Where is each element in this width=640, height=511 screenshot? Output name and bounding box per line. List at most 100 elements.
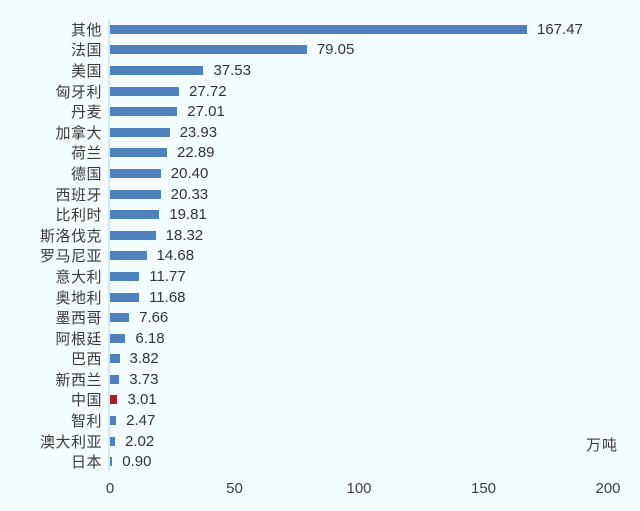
x-tick-label: 150 <box>470 480 497 497</box>
bar-area: 20.33 <box>108 183 640 205</box>
bar-row: 西班牙 20.33 <box>0 183 640 205</box>
bar <box>110 24 527 34</box>
bar-row: 匈牙利 27.72 <box>0 80 640 102</box>
bar-row: 意大利 11.77 <box>0 266 640 287</box>
category-label: 美国 <box>70 62 102 80</box>
bar-area: 167.47 <box>108 19 640 40</box>
bar-area: 23.93 <box>108 121 640 143</box>
bar-row: 澳大利亚 2.02 <box>0 430 640 452</box>
bar <box>110 292 140 302</box>
axis-unit-label: 万吨 <box>585 437 618 454</box>
bar-area: 37.53 <box>108 60 640 81</box>
x-tick-label: 50 <box>226 480 243 497</box>
bar-row: 新西兰 3.73 <box>0 369 640 390</box>
value-label: 20.40 <box>170 164 209 182</box>
bar-row: 智利 2.47 <box>0 410 640 431</box>
bar-area: 2.47 <box>108 410 640 431</box>
bar <box>110 333 126 343</box>
bar-row: 罗马尼亚 14.68 <box>0 245 640 267</box>
bar <box>110 107 178 117</box>
category-label: 阿根廷 <box>55 330 102 348</box>
value-label: 37.53 <box>213 61 251 79</box>
value-label: 167.47 <box>537 20 583 38</box>
bar-area: 19.81 <box>108 204 640 225</box>
value-label: 11.77 <box>149 267 186 285</box>
value-label: 2.02 <box>125 432 155 450</box>
category-label: 奥地利 <box>55 289 102 307</box>
bar <box>110 65 204 75</box>
bar-row: 德国 20.40 <box>0 163 640 184</box>
bar-area: 22.89 <box>108 142 640 164</box>
category-label: 荷兰 <box>70 145 102 163</box>
bar-area: 3.82 <box>108 348 640 370</box>
bar-row: 斯洛伐克 18.32 <box>0 224 640 246</box>
x-axis: 0 50 100 150 200 <box>106 480 621 498</box>
category-label: 其他 <box>70 21 102 39</box>
bar-area: 27.01 <box>108 101 640 122</box>
bar-area: 0.90 <box>108 451 640 473</box>
bar-row: 中国 3.01 <box>0 389 640 411</box>
bar-area: 11.77 <box>108 266 640 287</box>
category-label: 丹麦 <box>70 104 102 122</box>
x-tick-label: 200 <box>595 480 621 497</box>
bar-area: 3.73 <box>108 369 640 390</box>
bar <box>110 210 160 220</box>
bar <box>110 168 161 178</box>
bar-area: 11.68 <box>108 286 640 308</box>
category-label: 新西兰 <box>55 371 102 389</box>
bar-row: 法国 79.05 <box>0 39 640 61</box>
bar <box>110 45 307 55</box>
x-tick-label: 0 <box>105 480 115 497</box>
bar <box>110 148 167 158</box>
category-label: 澳大利亚 <box>39 433 102 451</box>
bar <box>110 354 120 364</box>
category-label: 斯洛伐克 <box>39 227 102 245</box>
bar-area: 20.40 <box>108 163 640 184</box>
category-label: 智利 <box>70 413 102 431</box>
bar-row: 荷兰 22.89 <box>0 142 640 164</box>
bar <box>110 271 140 281</box>
value-label: 19.81 <box>169 206 207 224</box>
value-label: 22.89 <box>176 144 215 162</box>
bar <box>110 457 113 467</box>
bar-row: 巴西 3.82 <box>0 348 640 370</box>
value-label: 14.68 <box>156 247 195 265</box>
bar-row: 日本 0.90 <box>0 451 640 473</box>
category-label: 巴西 <box>70 351 102 369</box>
bar-row: 加拿大 23.93 <box>0 121 640 143</box>
category-label: 比利时 <box>55 207 102 225</box>
bar-row: 阿根廷 6.18 <box>0 327 640 349</box>
category-label: 法国 <box>70 42 102 60</box>
value-label: 3.01 <box>127 391 157 409</box>
bar-area: 3.01 <box>108 389 640 411</box>
bar-area: 27.72 <box>108 80 640 102</box>
bar-row: 比利时 19.81 <box>0 204 640 225</box>
bar <box>110 395 118 405</box>
bar <box>110 374 120 384</box>
category-label: 西班牙 <box>55 186 102 204</box>
bar <box>110 436 116 446</box>
category-label: 中国 <box>70 392 102 410</box>
bar-rows: 其他 167.47 法国 79.05 美国 37.53 匈牙利 27.72 丹麦 27.01 加拿大… <box>0 19 640 473</box>
value-label: 3.73 <box>129 370 159 388</box>
value-label: 27.01 <box>187 103 225 121</box>
bar-area: 79.05 <box>108 39 640 61</box>
value-label: 20.33 <box>170 185 209 203</box>
value-label: 11.68 <box>149 288 186 306</box>
category-label: 罗马尼亚 <box>39 248 102 266</box>
value-label: 6.18 <box>135 329 165 347</box>
category-label: 德国 <box>70 165 102 183</box>
value-label: 2.47 <box>126 412 156 430</box>
value-label: 3.82 <box>129 350 159 368</box>
bar-area: 2.02 <box>108 430 640 452</box>
category-label: 墨西哥 <box>55 310 102 328</box>
bar <box>110 127 170 137</box>
bar <box>110 251 147 261</box>
value-label: 23.93 <box>179 123 218 141</box>
bar-area: 14.68 <box>108 245 640 267</box>
value-label: 27.72 <box>189 82 227 100</box>
value-label: 0.90 <box>122 453 152 471</box>
value-label: 7.66 <box>139 309 169 327</box>
bar-area: 18.32 <box>108 224 640 246</box>
